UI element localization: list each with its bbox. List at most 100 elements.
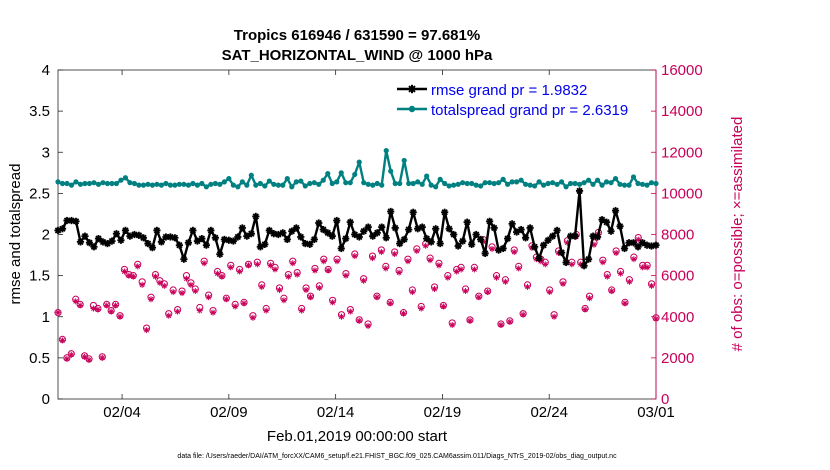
- obs-assimilated-point-stroke: [516, 265, 522, 271]
- totalspread-point: [630, 174, 637, 180]
- totalspread-point: [212, 180, 218, 187]
- obs-assimilated-point-stroke: [347, 309, 353, 315]
- obs-assimilated-point-stroke: [343, 273, 349, 279]
- obs-assimilated-point: [320, 258, 327, 265]
- totalspread-point: [320, 177, 326, 183]
- totalspread-point: [545, 180, 551, 187]
- rmse-point-stroke: [607, 228, 615, 235]
- rmse-point: [504, 235, 512, 243]
- totalspread-point: [361, 180, 367, 186]
- totalspread-point: [469, 180, 475, 187]
- totalspread-point: [509, 179, 515, 185]
- totalspread-point: [298, 178, 304, 184]
- rmse-point: [391, 224, 399, 232]
- totalspread-point: [203, 184, 209, 190]
- obs-assimilated-point: [418, 305, 425, 312]
- obs-assimilated-point: [196, 307, 203, 314]
- obs-assimilated-point: [223, 296, 230, 303]
- rmse-point: [544, 236, 552, 244]
- rmse-point-stroke: [171, 234, 179, 241]
- rmse-point: [229, 237, 237, 245]
- totalspread-point: [154, 181, 160, 187]
- obs-assimilated-point: [267, 262, 274, 269]
- obs-assimilated-point-stroke: [471, 266, 477, 272]
- obs-assimilated-point: [431, 285, 438, 292]
- totalspread-point: [82, 180, 88, 187]
- rmse-point-stroke: [450, 231, 457, 238]
- totalspread-point: [316, 181, 322, 187]
- y2-tick-label: 0: [661, 391, 669, 408]
- y-tick-label: 1.5: [29, 268, 50, 285]
- totalspread-point: [446, 183, 452, 189]
- y-tick-label: 4: [42, 62, 50, 79]
- rmse-point-stroke: [558, 249, 565, 256]
- x-tick-label: 02/04: [103, 404, 141, 421]
- obs-assimilated-point-stroke: [547, 289, 553, 295]
- x-tick-label: 02/19: [424, 404, 462, 421]
- obs-assimilated-point-stroke: [449, 322, 455, 328]
- x-tick-label: 02/14: [317, 404, 355, 421]
- totalspread-point: [424, 173, 430, 179]
- totalspread-point: [190, 180, 196, 187]
- obs-assimilated-point-stroke: [409, 289, 415, 295]
- obs-assimilated-point: [484, 289, 491, 296]
- obs-assimilated-point-stroke: [99, 355, 105, 361]
- obs-assimilated-point-stroke: [609, 288, 615, 294]
- rmse-point-stroke: [526, 224, 534, 232]
- totalspread-point: [612, 175, 619, 182]
- obs-assimilated-point: [427, 257, 434, 264]
- totalspread-point: [532, 183, 538, 189]
- rmse-point-stroke: [324, 229, 331, 237]
- rmse-point-stroke: [504, 235, 511, 242]
- totalspread-point: [352, 171, 358, 178]
- rmse-point: [553, 226, 561, 234]
- obs-assimilated-point: [546, 289, 553, 296]
- rmse-point: [387, 207, 395, 216]
- rmse-point: [292, 224, 300, 232]
- rmse-point-stroke: [306, 241, 313, 248]
- rmse-point: [602, 218, 611, 226]
- obs-assimilated-point: [493, 274, 500, 281]
- rmse-point-stroke: [338, 245, 345, 252]
- rmse-point: [175, 241, 183, 249]
- totalspread-point: [176, 181, 182, 187]
- obs-assimilated-point-stroke: [303, 287, 309, 293]
- obs-assimilated-point-stroke: [600, 259, 606, 265]
- rmse-point-stroke: [571, 232, 579, 240]
- totalspread-point: [136, 182, 142, 188]
- obs-assimilated-point-stroke: [551, 314, 557, 320]
- obs-assimilated-point-stroke: [232, 303, 238, 309]
- obs-assimilated-point-stroke: [250, 315, 256, 321]
- totalspread-point: [442, 180, 448, 187]
- obs-assimilated-point-stroke: [365, 323, 371, 329]
- totalspread-point: [505, 181, 511, 187]
- rmse-point: [139, 234, 148, 242]
- rmse-point-stroke: [441, 209, 448, 216]
- rmse-point-stroke: [387, 208, 394, 215]
- obs-assimilated-point-stroke: [587, 295, 593, 301]
- rmse-point: [364, 223, 372, 231]
- y2-tick-label: 14000: [661, 103, 703, 120]
- rmse-point: [297, 233, 305, 241]
- obs-assimilated-point-stroke: [241, 300, 247, 306]
- y-tick-label: 2.5: [29, 185, 50, 202]
- obs-assimilated-point: [617, 270, 624, 277]
- obs-assimilated-point: [298, 307, 305, 314]
- obs-assimilated-point: [329, 299, 336, 306]
- totalspread-point: [289, 184, 295, 190]
- obs-assimilated-point: [325, 267, 332, 274]
- rmse-point: [611, 207, 620, 215]
- rmse-point: [234, 233, 242, 241]
- obs-assimilated-point: [334, 258, 341, 265]
- obs-assimilated-point-stroke: [494, 275, 500, 281]
- obs-assimilated-point-stroke: [179, 290, 185, 296]
- obs-assimilated-point: [551, 313, 558, 320]
- obs-assimilated-point: [263, 307, 270, 314]
- obs-assimilated-point: [174, 308, 181, 315]
- y-axis-label: rmse and totalspread: [7, 164, 24, 305]
- obs-assimilated-point-stroke: [445, 275, 451, 281]
- x-tick-label: 02/24: [530, 404, 568, 421]
- totalspread-point: [451, 182, 457, 188]
- obs-assimilated-point: [626, 278, 633, 285]
- obs-assimilated-point: [524, 283, 531, 290]
